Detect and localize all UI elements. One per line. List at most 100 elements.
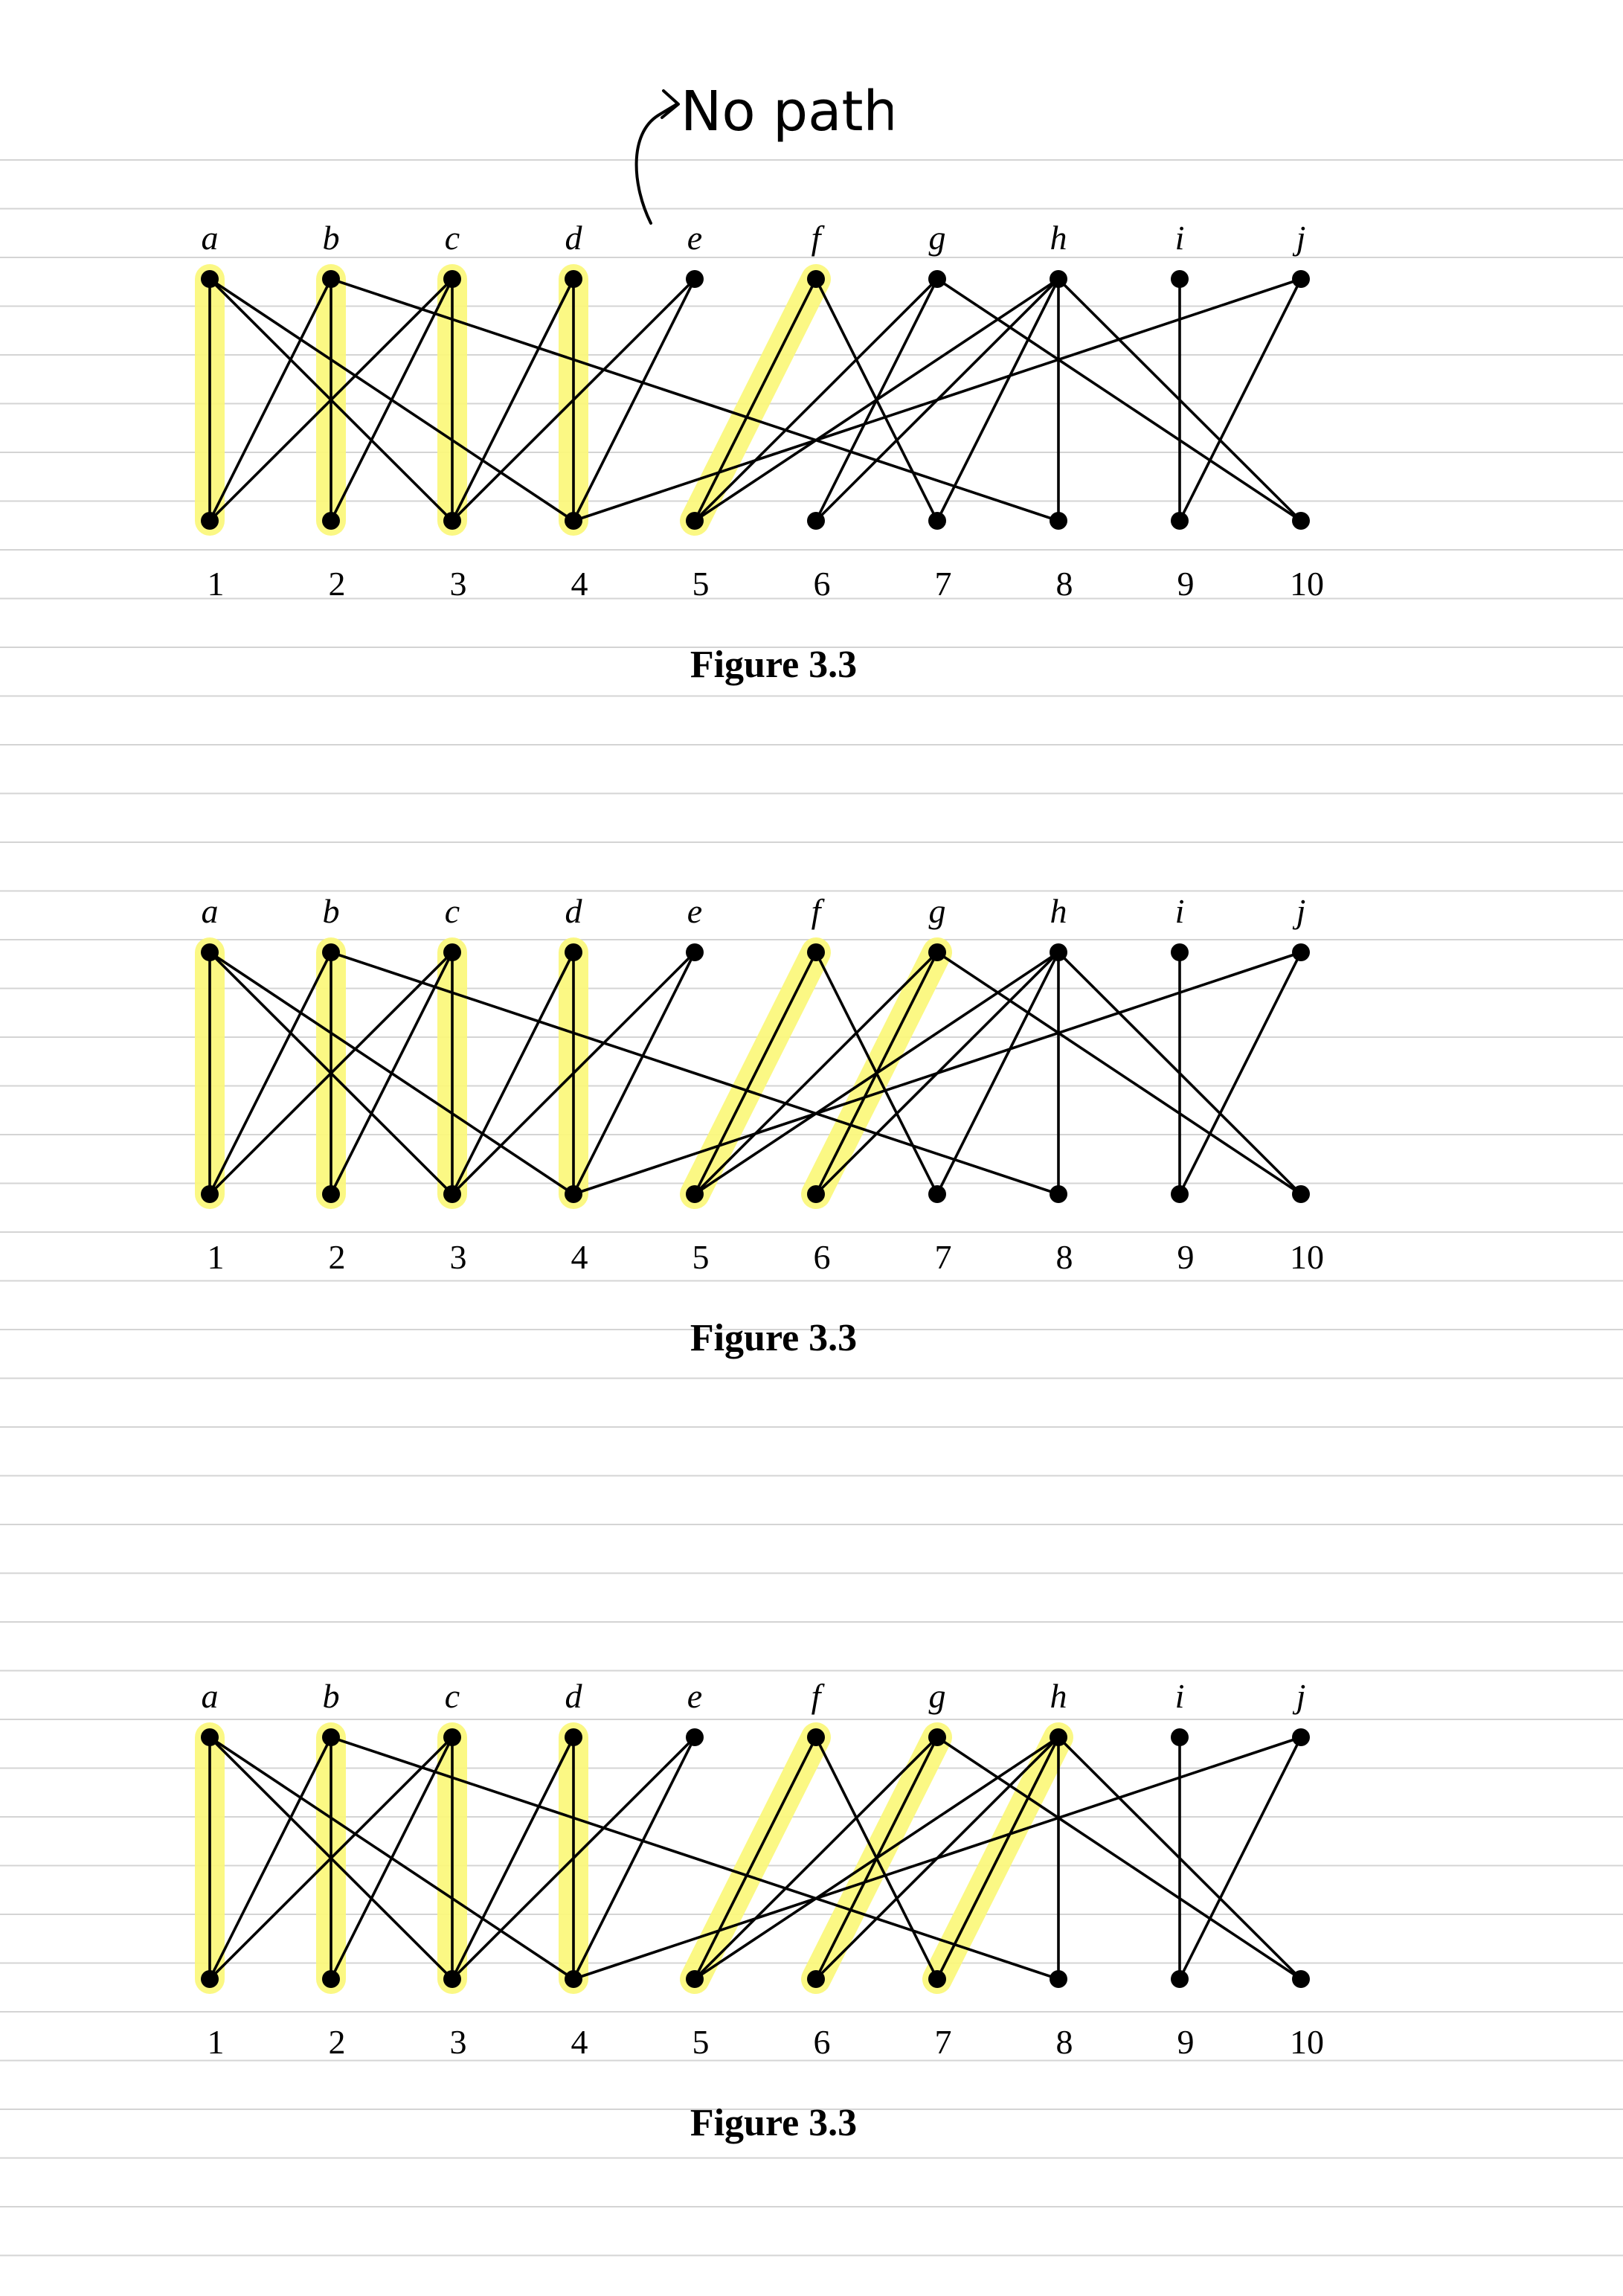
node-6: [807, 1185, 825, 1203]
node-label-4: 4: [571, 565, 588, 603]
node-4: [565, 512, 582, 530]
edge-c-2: [330, 952, 454, 1195]
node-3: [443, 512, 461, 530]
node-c: [443, 1728, 461, 1746]
edge-h-7: [936, 278, 1060, 522]
node-label-a: a: [202, 892, 219, 930]
edge-b-1: [208, 1737, 332, 1980]
node-label-8: 8: [1056, 1238, 1073, 1276]
node-label-c: c: [445, 1677, 460, 1715]
node-label-4: 4: [571, 1238, 588, 1276]
edge-d-3: [451, 1737, 575, 1980]
node-c: [443, 270, 461, 288]
node-e: [686, 943, 704, 961]
node-8: [1050, 1185, 1067, 1203]
node-2: [322, 512, 340, 530]
node-label-4: 4: [571, 2023, 588, 2061]
node-d: [565, 1728, 582, 1746]
node-label-d: d: [565, 219, 583, 257]
edge-e-3: [451, 951, 696, 1196]
node-label-i: i: [1175, 892, 1185, 930]
node-5: [686, 512, 704, 530]
node-label-h: h: [1050, 892, 1067, 930]
edge-h-7: [936, 1737, 1060, 1980]
node-8: [1050, 1970, 1067, 1988]
node-g: [928, 270, 946, 288]
node-label-j: j: [1293, 1677, 1306, 1715]
node-label-5: 5: [692, 2023, 710, 2061]
node-label-j: j: [1293, 219, 1306, 257]
node-10: [1292, 1185, 1310, 1203]
node-label-1: 1: [208, 1238, 225, 1276]
graph-figure-3: a b c d e f g h i j 1 2 3 4 5 6 7 8 9 10 Figure 3.3: [0, 1458, 1623, 2144]
node-b: [322, 943, 340, 961]
node-label-f: f: [812, 1677, 826, 1715]
node-c: [443, 943, 461, 961]
node-h: [1050, 1728, 1067, 1746]
node-label-h: h: [1050, 1677, 1067, 1715]
edge-c-2: [330, 278, 454, 522]
node-a: [201, 270, 219, 288]
node-2: [322, 1970, 340, 1988]
node-label-2: 2: [329, 565, 346, 603]
node-j: [1292, 270, 1310, 288]
node-i: [1171, 943, 1189, 961]
node-8: [1050, 512, 1067, 530]
node-label-b: b: [323, 892, 340, 930]
node-label-2: 2: [329, 1238, 346, 1276]
node-label-7: 7: [935, 565, 952, 603]
edge-j-4: [573, 951, 1302, 1196]
edge-h-5: [694, 1736, 1059, 1981]
node-9: [1171, 1185, 1189, 1203]
node-h: [1050, 270, 1067, 288]
figure-caption: Figure 3.3: [690, 644, 857, 686]
node-label-g: g: [929, 219, 946, 257]
node-9: [1171, 1970, 1189, 1988]
node-label-i: i: [1175, 219, 1185, 257]
node-label-f: f: [812, 892, 826, 930]
node-3: [443, 1970, 461, 1988]
handwritten-annotation: No path: [634, 80, 893, 225]
figure-caption: Figure 3.3: [690, 2102, 857, 2144]
node-d: [565, 270, 582, 288]
edge-j-9: [1178, 1737, 1302, 1980]
node-1: [201, 1970, 219, 1988]
edge-c-1: [208, 278, 454, 522]
node-label-c: c: [445, 219, 460, 257]
node-label-e: e: [687, 219, 702, 257]
node-4: [565, 1185, 582, 1203]
node-label-5: 5: [692, 1238, 710, 1276]
node-d: [565, 943, 582, 961]
node-e: [686, 270, 704, 288]
node-2: [322, 1185, 340, 1203]
edge-e-4: [572, 278, 696, 522]
annotation-text: No path: [681, 80, 893, 144]
edge-j-4: [573, 1736, 1302, 1981]
node-label-d: d: [565, 1677, 583, 1715]
edge-j-9: [1178, 278, 1302, 522]
edge-d-3: [451, 952, 575, 1195]
node-f: [807, 943, 825, 961]
node-j: [1292, 943, 1310, 961]
node-label-d: d: [565, 892, 583, 930]
bipartite-graph-1: a b c d e f g h i j1 2 3 4 5 6 7 8 9 10 Figure 3.3: [195, 219, 1324, 686]
node-i: [1171, 270, 1189, 288]
node-label-6: 6: [814, 2023, 831, 2061]
bipartite-graph-3: a b c d e f g h i j 1 2 3 4 5 6 7 8 9 10 Figure 3.3: [195, 1677, 1324, 2144]
edge-e-3: [451, 1736, 696, 1981]
edge-j-4: [573, 278, 1302, 522]
edge-b-1: [208, 278, 332, 522]
edge-j-9: [1178, 952, 1302, 1195]
edge-c-2: [330, 1737, 454, 1980]
edge-f-5: [693, 278, 817, 522]
node-a: [201, 943, 219, 961]
node-e: [686, 1728, 704, 1746]
edge-g-5: [693, 278, 939, 522]
node-3: [443, 1185, 461, 1203]
node-1: [201, 1185, 219, 1203]
node-5: [686, 1970, 704, 1988]
node-label-c: c: [445, 892, 460, 930]
node-i: [1171, 1728, 1189, 1746]
node-label-j: j: [1293, 892, 1306, 930]
edge-b-1: [208, 952, 332, 1195]
